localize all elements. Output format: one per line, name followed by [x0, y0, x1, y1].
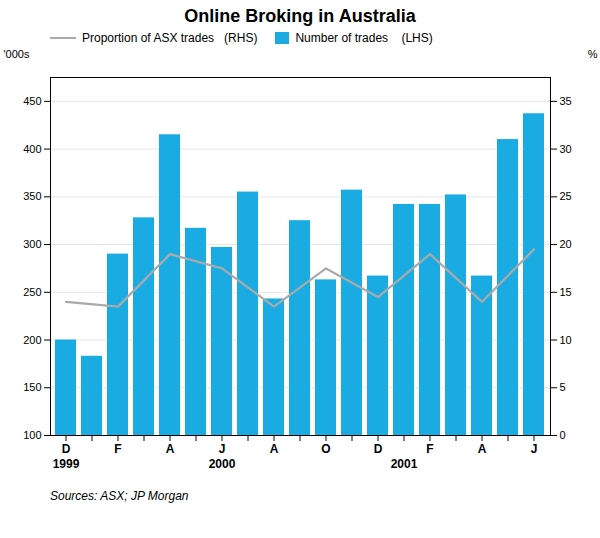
svg-text:300: 300	[23, 238, 41, 250]
svg-text:35: 35	[560, 95, 572, 107]
svg-text:A: A	[166, 442, 175, 456]
html-text:Proportion of ASX trades (RHS): Proportion of ASX trades (RHS)	[82, 31, 258, 45]
svg-text:A: A	[478, 442, 487, 456]
svg-text:450: 450	[23, 95, 41, 107]
svg-text:250: 250	[23, 286, 41, 298]
svg-text:F: F	[426, 442, 433, 456]
svg-text:D: D	[374, 442, 383, 456]
svg-text:1999: 1999	[53, 457, 80, 471]
svg-text:J: J	[531, 442, 538, 456]
html-text:Number of trades (LHS): Number of trades (LHS)	[295, 31, 433, 45]
svg-text:0: 0	[560, 429, 566, 441]
svg-text:%: %	[588, 48, 598, 60]
svg-text:2001: 2001	[391, 457, 418, 471]
svg-text:A: A	[270, 442, 279, 456]
svg-text:30: 30	[560, 143, 572, 155]
svg-text:400: 400	[23, 143, 41, 155]
html-text:Online Broking in Australia: Online Broking in Australia	[184, 6, 416, 26]
svg-text:10: 10	[560, 334, 572, 346]
html-text:Sources: ASX; JP Morgan: Sources: ASX; JP Morgan	[50, 489, 189, 503]
svg-text:20: 20	[560, 238, 572, 250]
svg-text:100: 100	[23, 429, 41, 441]
svg-text:O: O	[321, 442, 330, 456]
svg-text:15: 15	[560, 286, 572, 298]
svg-text:5: 5	[560, 381, 566, 393]
svg-text:2000: 2000	[209, 457, 236, 471]
svg-text:F: F	[114, 442, 121, 456]
svg-text:'000s: '000s	[4, 48, 30, 60]
svg-text:D: D	[62, 442, 71, 456]
svg-text:J: J	[219, 442, 226, 456]
svg-text:25: 25	[560, 190, 572, 202]
svg-text:200: 200	[23, 334, 41, 346]
svg-text:350: 350	[23, 190, 41, 202]
svg-text:150: 150	[23, 381, 41, 393]
